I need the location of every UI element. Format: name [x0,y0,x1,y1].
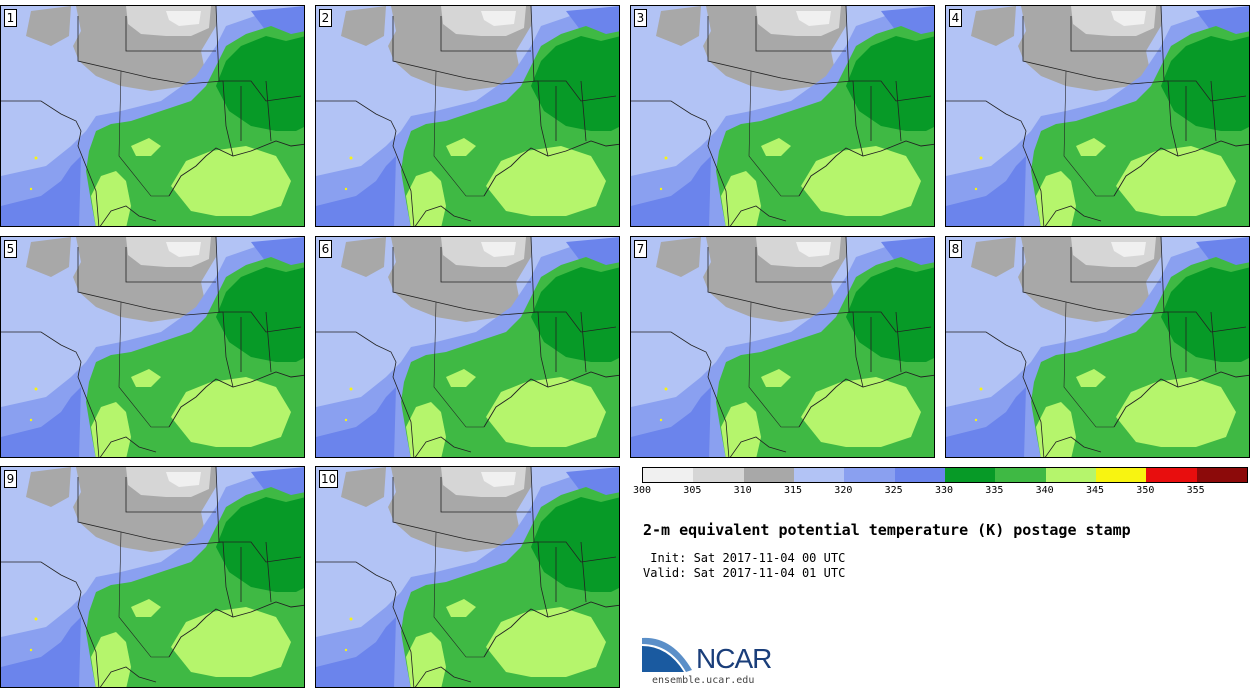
ensemble-member-map: 3 [630,5,935,227]
member-label: 3 [634,9,647,27]
legend-tick-label: 320 [834,485,853,496]
member-4-map [946,6,1249,226]
valid-time: Valid: Sat 2017-11-04 01 UTC [643,566,846,580]
legend-tick-label: 325 [884,485,903,496]
legend-tick-label: 330 [934,485,954,496]
ensemble-member-map: 8 [945,236,1250,458]
member-label: 7 [634,240,647,258]
legend-tick-label: 315 [783,485,803,496]
legend-tick-label: 345 [1085,485,1105,496]
member-label: 1 [4,9,17,27]
init-time: Init: Sat 2017-11-04 00 UTC [643,551,846,565]
member-7-map [631,237,934,457]
legend-tick-label: 350 [1136,485,1155,496]
ensemble-member-map: 6 [315,236,620,458]
member-8-map [946,237,1249,457]
legend-swatch [1045,468,1097,482]
member-3-map [631,6,934,226]
legend-tick-label: 305 [683,485,702,496]
member-9-map [1,467,304,687]
member-label: 6 [319,240,332,258]
ensemble-member-map: 7 [630,236,935,458]
member-1-map [1,6,304,226]
legend-swatch [1096,468,1147,482]
ensemble-member-map: 1 [0,5,305,227]
source-url: ensemble.ucar.edu [652,675,755,686]
member-label: 2 [319,9,332,27]
legend-swatch [995,468,1047,482]
legend-swatch [894,468,946,482]
legend-swatch [693,468,745,482]
member-label: 9 [4,470,17,488]
ensemble-member-map: 4 [945,5,1250,227]
ensemble-member-map: 9 [0,466,305,688]
member-label: 4 [949,9,962,27]
legend-swatch [743,468,795,482]
member-label: 5 [4,240,17,258]
legend-tick-label: 300 [632,485,652,496]
member-2-map [316,6,619,226]
legend-swatch [1196,468,1248,482]
legend-swatch [643,468,694,482]
member-5-map [1,237,304,457]
member-label: 8 [949,240,962,258]
legend-tick-label: 335 [985,485,1004,496]
legend-swatch [945,468,996,482]
legend-tick-label: 340 [1035,485,1054,496]
ncar-logo-text: NCAR [696,643,772,674]
color-legend-bar [642,467,1248,483]
ensemble-member-map: 5 [0,236,305,458]
legend-tick-label: 310 [733,485,752,496]
legend-swatch [844,468,896,482]
member-10-map [316,467,619,687]
ensemble-member-map: 2 [315,5,620,227]
member-label: 10 [319,470,338,488]
legend-swatch [1146,468,1198,482]
page-title: 2-m equivalent potential temperature (K)… [643,521,1131,539]
legend-tick-label: 355 [1186,485,1205,496]
ensemble-member-map: 10 [315,466,620,688]
member-6-map [316,237,619,457]
legend-swatch [794,468,845,482]
ncar-logo-icon [642,637,692,672]
